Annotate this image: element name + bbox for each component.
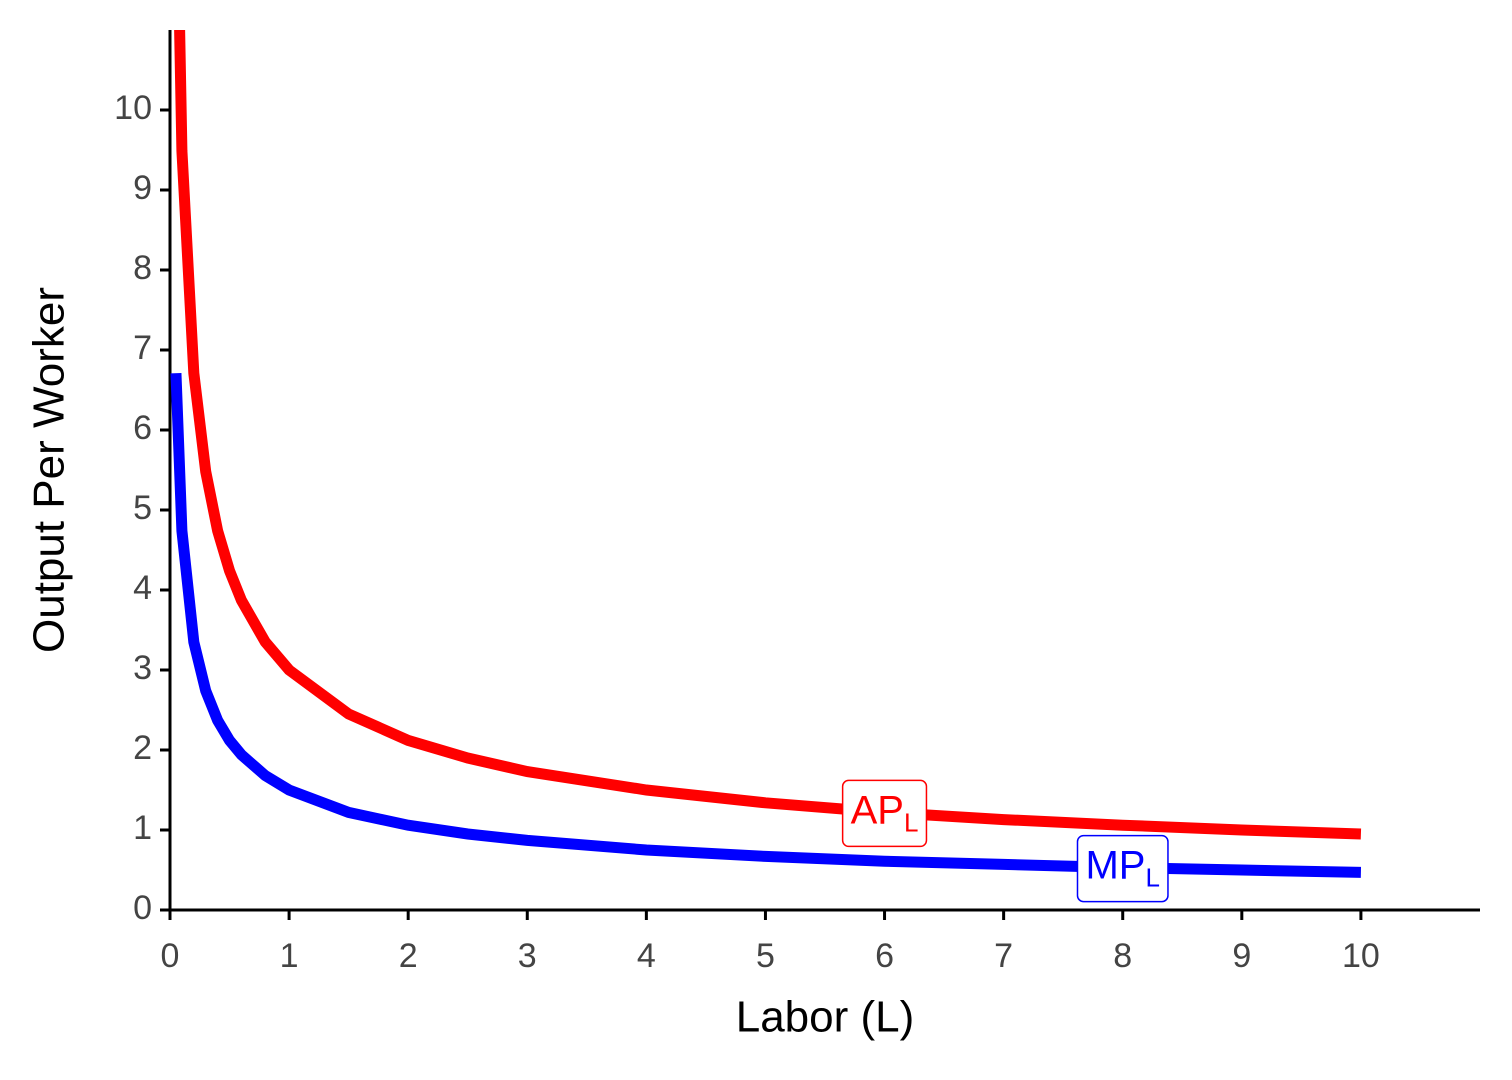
x-tick-label: 2 (399, 937, 418, 975)
y-tick-label: 5 (133, 489, 152, 527)
x-tick-label: 10 (1342, 937, 1380, 975)
x-tick-label: 9 (1232, 937, 1251, 975)
x-tick-label: 6 (875, 937, 894, 975)
label-main: MP (1085, 843, 1145, 887)
y-tick-label: 2 (133, 729, 152, 767)
label-main: AP (851, 788, 904, 832)
x-tick-label: 4 (637, 937, 656, 975)
y-tick-label: 0 (133, 889, 152, 927)
y-tick-label: 9 (133, 169, 152, 207)
curve (174, 30, 1362, 840)
y-tick-label: 10 (114, 89, 152, 127)
x-tick-label: 8 (1113, 937, 1132, 975)
series-label: MPL (1085, 843, 1159, 892)
label-box (1076, 834, 1169, 903)
x-tick-label: 5 (756, 937, 775, 975)
x-tick-label: 0 (161, 937, 180, 975)
label-subscript: L (1145, 862, 1159, 892)
x-tick-label: 7 (994, 937, 1013, 975)
x-tick-label: 3 (518, 937, 537, 975)
y-tick-label: 6 (133, 409, 152, 447)
y-axis-title: Output Per Worker (25, 287, 74, 653)
label-subscript: L (904, 807, 918, 837)
curve (170, 372, 1362, 878)
x-tick-label: 1 (280, 937, 299, 975)
y-tick-label: 1 (133, 809, 152, 847)
y-tick-label: 4 (133, 569, 152, 607)
y-tick-label: 8 (133, 249, 152, 287)
y-tick-label: 7 (133, 329, 152, 367)
x-axis-title: Labor (L) (736, 993, 915, 1042)
series-label: APL (851, 788, 919, 837)
y-tick-label: 3 (133, 649, 152, 687)
plot-area (170, 30, 1362, 878)
label-box (841, 779, 928, 848)
